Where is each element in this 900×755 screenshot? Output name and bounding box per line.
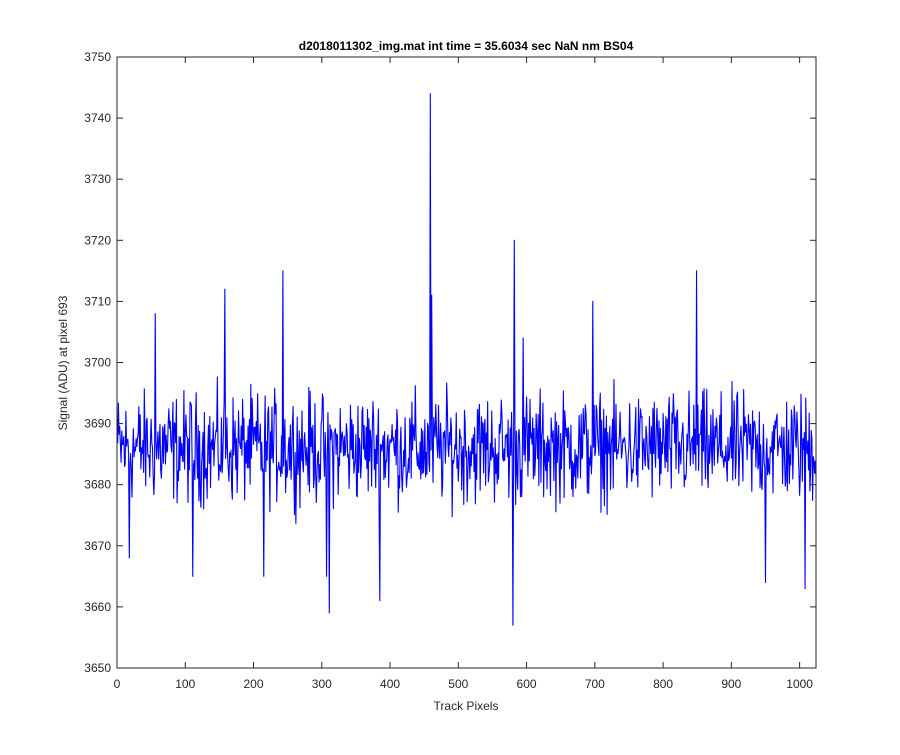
x-tick-label: 400 (380, 677, 400, 691)
y-tick-label: 3660 (84, 600, 111, 614)
x-tick-label: 500 (448, 677, 468, 691)
x-tick-label: 1000 (786, 677, 813, 691)
y-tick-label: 3700 (84, 356, 111, 370)
y-tick-label: 3690 (84, 417, 111, 431)
x-tick-label: 900 (721, 677, 741, 691)
x-tick-label: 300 (312, 677, 332, 691)
x-tick-label: 200 (244, 677, 264, 691)
plot-background (117, 57, 816, 668)
y-tick-label: 3680 (84, 478, 111, 492)
x-tick-label: 700 (585, 677, 605, 691)
y-axis-label: Signal (ADU) at pixel 693 (56, 295, 70, 430)
series-line (117, 93, 816, 626)
x-tick-label: 100 (175, 677, 195, 691)
x-tick-label: 600 (517, 677, 537, 691)
y-tick-label: 3740 (84, 111, 111, 125)
x-tick-label: 0 (114, 677, 121, 691)
y-tick-label: 3710 (84, 294, 111, 308)
chart-title: d2018011302_img.mat int time = 35.6034 s… (299, 39, 634, 53)
y-tick-label: 3720 (84, 233, 111, 247)
y-tick-label: 3670 (84, 539, 111, 553)
y-tick-label: 3730 (84, 172, 111, 186)
plot-area: 0 100 200 300 400 500 600 700 800 900 1000 3650 3660… (84, 50, 817, 691)
x-axis-label: Track Pixels (434, 699, 499, 713)
x-tick-label: 800 (653, 677, 673, 691)
y-tick-label: 3750 (84, 50, 111, 64)
y-tick-label: 3650 (84, 661, 111, 675)
